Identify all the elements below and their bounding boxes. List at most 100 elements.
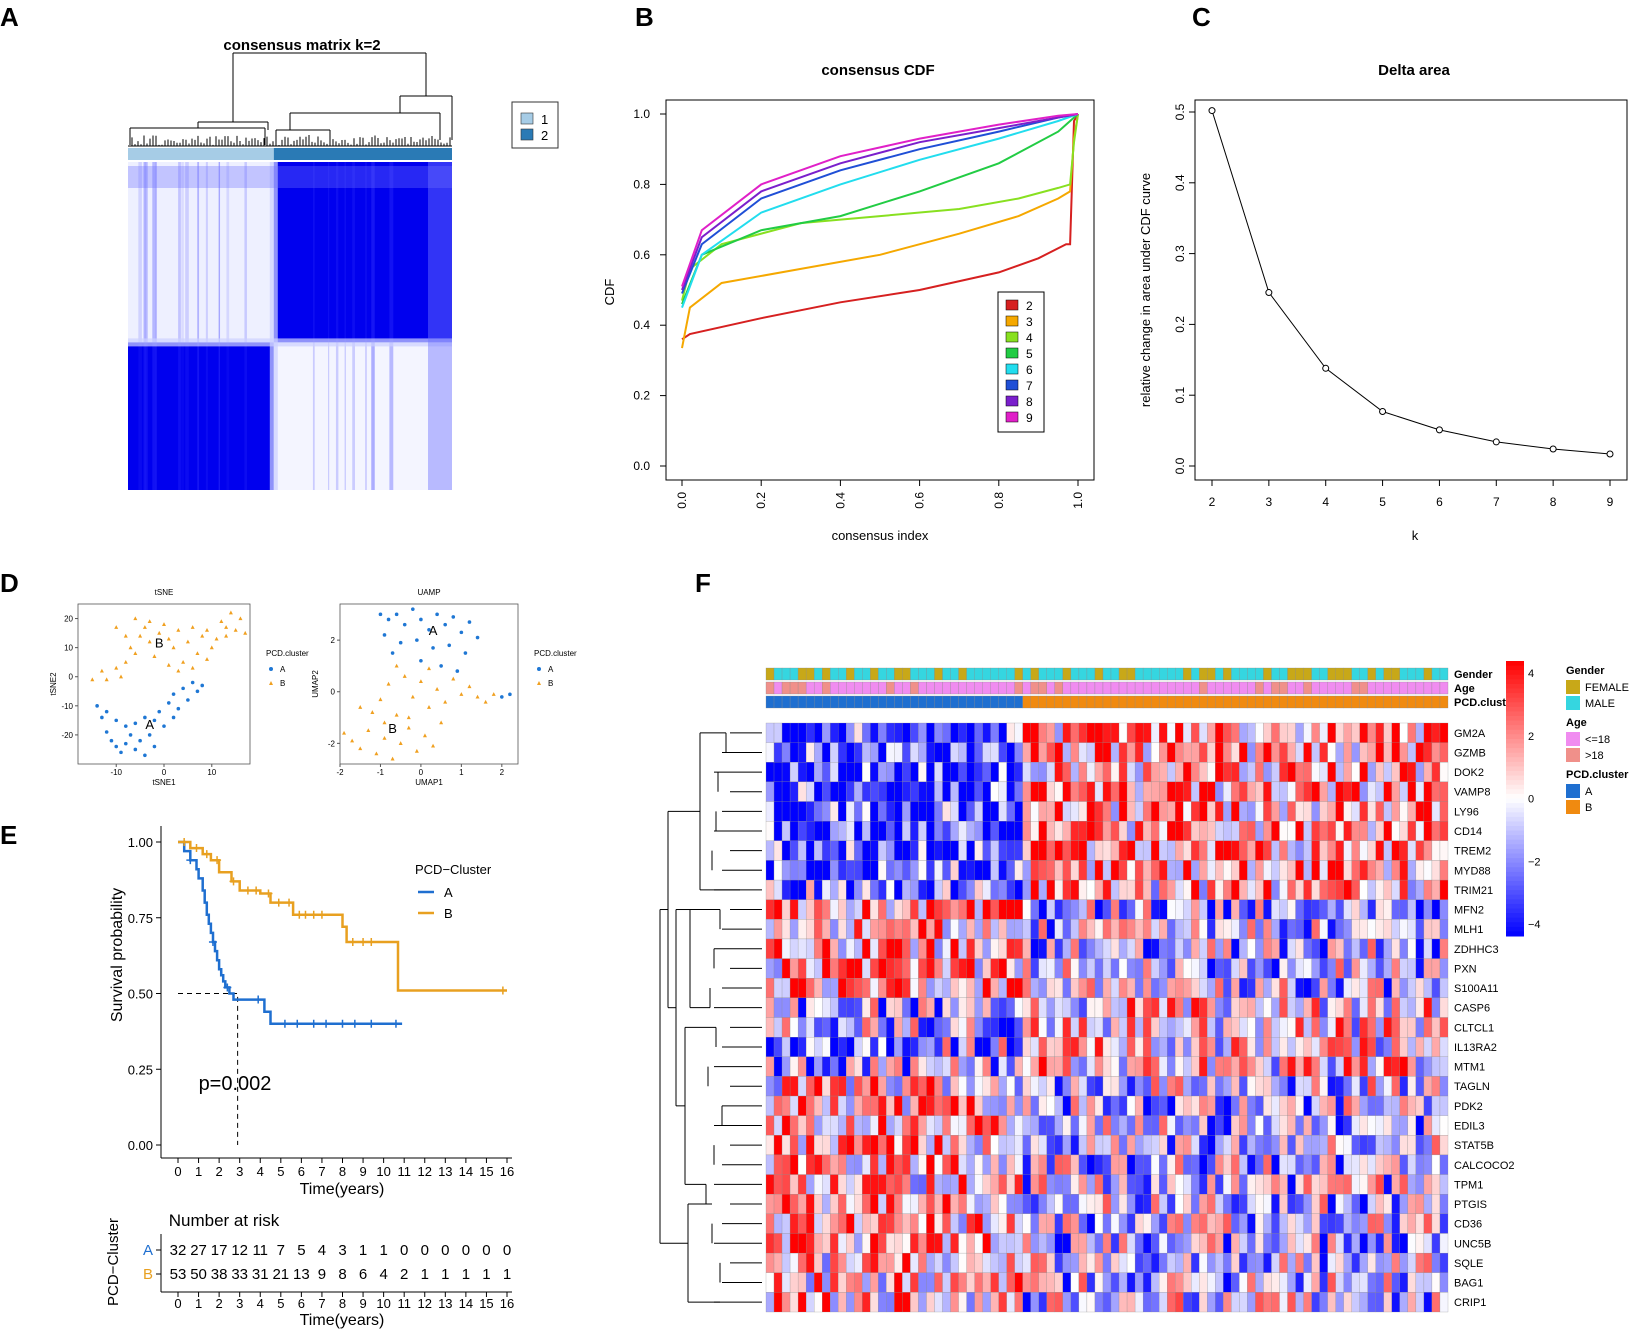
- heatmap-cell: [1086, 978, 1096, 998]
- cdf-ytick-label: 0.6: [633, 248, 650, 262]
- heatmap-cell: [781, 997, 791, 1018]
- heatmap-cell: [1078, 978, 1088, 998]
- scatter-point-b: [224, 625, 229, 629]
- heatmap-cell: [797, 1115, 807, 1136]
- heatmap-cell: [910, 978, 919, 998]
- heatmap-cell: [1030, 762, 1039, 783]
- heatmap-cell: [926, 722, 935, 743]
- heatmap-cell: [1407, 801, 1417, 822]
- heatmap-cells: [765, 722, 1449, 1313]
- heatmap-cell: [934, 1292, 943, 1313]
- heatmap-cell: [950, 1115, 959, 1136]
- gene-label: PDK2: [1454, 1101, 1483, 1113]
- km-censor-a: [322, 1019, 331, 1028]
- scatter-point-b: [133, 651, 138, 656]
- legend-item-label: A: [1585, 786, 1593, 798]
- anno-age-cell: [822, 681, 831, 695]
- heatmap-cell: [862, 860, 871, 881]
- heatmap-cell: [1110, 860, 1120, 881]
- heatmap-cell: [1431, 899, 1441, 920]
- heatmap-cell: [1030, 1154, 1039, 1175]
- heatmap-cell: [1191, 1095, 1200, 1116]
- heatmap-cell: [1255, 1292, 1264, 1313]
- heatmap-cell: [1423, 978, 1433, 998]
- anno-cluster-cell: [822, 695, 831, 709]
- anno-gender-cell: [1415, 667, 1425, 681]
- heatmap-cell: [1399, 978, 1409, 998]
- gene-label: IL13RA2: [1454, 1042, 1497, 1054]
- heatmap-cell: [1327, 899, 1336, 920]
- heatmap-cell: [1311, 978, 1320, 998]
- heatmap-cell: [870, 1272, 879, 1293]
- heatmap-cell: [934, 879, 943, 900]
- heatmap-cell: [1271, 860, 1280, 881]
- km-censor-b: [213, 856, 222, 865]
- heatmap-cell: [1030, 1095, 1039, 1116]
- heatmap-cell: [1223, 1252, 1232, 1273]
- heatmap-cell: [814, 958, 823, 979]
- delta-axes: 2 3 4 5 6 7 8 90.00.10.20.30.40.5: [1173, 103, 1614, 509]
- heatmap-cell: [1263, 938, 1272, 959]
- heatmap-cell: [822, 978, 831, 998]
- heatmap-cell: [1367, 997, 1376, 1018]
- heatmap-cell: [797, 879, 807, 900]
- heatmap-cell: [870, 1115, 879, 1136]
- heatmap-cell: [1054, 1272, 1063, 1293]
- anno-gender-cell: [862, 667, 871, 681]
- heatmap-cell: [1191, 958, 1200, 979]
- colorbar-segment: [1506, 661, 1524, 667]
- heatmap-cell: [1223, 978, 1232, 998]
- matrix-streak: [365, 162, 367, 490]
- heatmap-cell: [1255, 919, 1264, 940]
- anno-gender-cell: [1070, 667, 1080, 681]
- heatmap-cell: [878, 1037, 887, 1057]
- risk-count: 33: [231, 1266, 248, 1283]
- heatmap-cell: [1423, 919, 1433, 940]
- gene-label: MYD88: [1454, 865, 1491, 877]
- scatter-point-a: [419, 658, 423, 663]
- heatmap-cell: [789, 1272, 799, 1293]
- heatmap-cell: [1159, 1056, 1168, 1077]
- heatmap-cell: [878, 1115, 887, 1136]
- heatmap-cell: [1295, 899, 1304, 920]
- heatmap-cell: [1030, 860, 1039, 881]
- scatter-point-a: [398, 640, 403, 645]
- heatmap-cell: [1038, 1017, 1047, 1038]
- heatmap-cell: [1359, 1154, 1368, 1175]
- km-xtick-label: 5: [277, 1164, 284, 1179]
- heatmap-cell: [1303, 742, 1312, 763]
- legend-swatch: [1566, 748, 1580, 762]
- heatmap-cell: [1327, 919, 1336, 940]
- heatmap-cell: [846, 1135, 855, 1156]
- scatter-legend-label-a: A: [548, 665, 554, 674]
- colorbar-segment: [1506, 697, 1524, 703]
- heatmap-cell: [765, 821, 775, 841]
- heatmap-cell: [1062, 1292, 1072, 1313]
- heatmap-cell: [1046, 1017, 1055, 1038]
- heatmap-cell: [974, 1115, 983, 1136]
- heatmap-cell: [1094, 899, 1104, 920]
- heatmap-cell: [942, 840, 951, 861]
- heatmap-cell: [1022, 801, 1031, 822]
- heatmap-cell: [1046, 762, 1055, 783]
- consensus-matrix-title: consensus matrix k=2: [223, 37, 380, 54]
- cdf-legend-label-3: 3: [1026, 315, 1033, 329]
- heatmap-cell: [1191, 1194, 1200, 1214]
- heatmap-cell: [1142, 762, 1152, 783]
- heatmap-cell: [990, 722, 999, 743]
- scatter-point-b: [152, 654, 157, 658]
- heatmap-cell: [1327, 1135, 1336, 1156]
- heatmap-cell: [1014, 1017, 1023, 1038]
- heatmap-cell: [1207, 1076, 1216, 1097]
- heatmap-cell: [1247, 1056, 1256, 1077]
- heatmap-cell: [1327, 997, 1336, 1018]
- km-censor-a: [208, 937, 217, 946]
- colorbar-segment: [1506, 757, 1524, 763]
- heatmap-cell: [1078, 1037, 1088, 1057]
- heatmap-cell: [1335, 1135, 1344, 1156]
- heatmap-cell: [765, 1095, 775, 1116]
- scatter-point-b: [394, 663, 399, 668]
- heatmap-cell: [1062, 840, 1072, 861]
- heatmap-cell: [1279, 899, 1288, 920]
